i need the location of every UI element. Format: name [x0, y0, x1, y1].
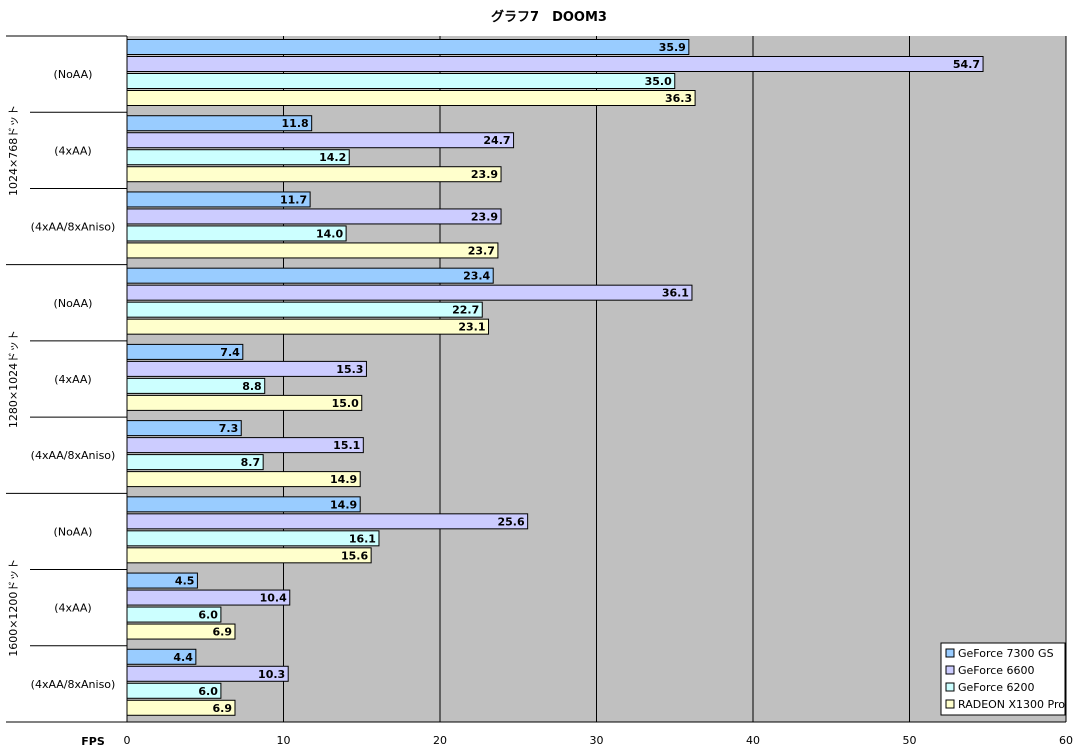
data-label: 10.4 — [260, 592, 287, 605]
legend-box — [940, 642, 1066, 716]
data-label: 6.9 — [212, 626, 232, 639]
data-label: 35.9 — [659, 41, 686, 54]
bar — [126, 242, 499, 259]
bar — [126, 437, 364, 454]
data-label: 14.0 — [316, 227, 343, 240]
data-label: 23.9 — [471, 168, 498, 181]
bar — [126, 318, 490, 335]
bar — [126, 394, 363, 411]
legend-entry: GeForce 7300 GS — [958, 647, 1054, 660]
data-label: 8.7 — [241, 456, 261, 469]
data-label: 24.7 — [483, 134, 510, 147]
data-label: 23.4 — [463, 270, 490, 283]
bar — [126, 496, 361, 513]
bar — [126, 39, 690, 55]
category-label: (4xAA) — [54, 373, 91, 386]
data-label: 15.6 — [341, 549, 368, 562]
data-label: 8.8 — [242, 380, 262, 393]
bar — [126, 208, 502, 225]
category-label: (4xAA) — [54, 144, 91, 157]
bar — [126, 166, 502, 183]
category-label: (NoAA) — [54, 525, 93, 538]
x-tick-label: 60 — [1059, 734, 1073, 747]
data-label: 14.2 — [319, 151, 346, 164]
x-tick-label: 50 — [903, 734, 917, 747]
data-label: 35.0 — [645, 75, 672, 88]
legend-entry: GeForce 6600 — [958, 664, 1035, 677]
data-label: 15.3 — [336, 363, 363, 376]
data-label: 15.1 — [333, 439, 360, 452]
category-label: (4xAA/8xAniso) — [31, 678, 116, 691]
bar — [126, 513, 529, 530]
data-label: 7.3 — [219, 422, 239, 435]
data-label: 23.1 — [458, 321, 485, 334]
data-label: 6.9 — [212, 702, 232, 715]
x-tick-label: 40 — [746, 734, 760, 747]
group-label: 1600×1200ドット — [7, 559, 20, 657]
data-label: 15.0 — [332, 397, 359, 410]
data-label: 25.6 — [497, 515, 524, 528]
category-labels: (NoAA) (4xAA) (4xAA/8xAniso) 1024×768ドット (No… — [7, 68, 115, 691]
data-label: 6.0 — [198, 685, 218, 698]
x-axis-label: FPS — [81, 735, 105, 748]
bar — [126, 149, 350, 166]
bar — [126, 267, 494, 284]
data-label: 36.3 — [665, 92, 692, 105]
legend-swatch — [945, 665, 955, 675]
data-label: 11.8 — [282, 117, 309, 130]
legend-swatch — [945, 648, 955, 658]
bar — [126, 547, 372, 564]
data-label: 14.9 — [330, 473, 357, 486]
data-label: 14.9 — [330, 498, 357, 511]
data-label: 54.7 — [953, 58, 980, 71]
legend: GeForce 7300 GS GeForce 6600 GeForce 6200 R… — [940, 642, 1066, 716]
data-label: 11.7 — [280, 193, 307, 206]
category-label: (NoAA) — [54, 68, 93, 81]
data-label: 23.7 — [468, 244, 495, 257]
x-tick-labels: 0 10 20 30 40 50 60 — [124, 734, 1074, 747]
data-label: 4.4 — [173, 651, 193, 664]
data-label: 16.1 — [349, 532, 376, 545]
bar — [126, 360, 367, 377]
bar — [126, 73, 676, 89]
group-label: 1024×768ドット — [7, 105, 20, 196]
x-tick-label: 20 — [433, 734, 447, 747]
axes — [6, 35, 1066, 723]
bar-series: 35.9 54.7 35.0 36.3 11.8 24.7 14.2 23.9 11.7 23.9… — [126, 39, 984, 716]
bar — [126, 284, 693, 301]
category-label: (NoAA) — [54, 297, 93, 310]
data-label: 4.5 — [175, 575, 195, 588]
category-label: (4xAA/8xAniso) — [31, 221, 116, 234]
bar — [126, 301, 483, 318]
data-label: 7.4 — [220, 346, 240, 359]
bar — [126, 132, 515, 149]
category-label: (4xAA) — [54, 602, 91, 615]
bar — [126, 90, 696, 106]
category-label: (4xAA/8xAniso) — [31, 449, 116, 462]
bar — [126, 225, 347, 242]
data-label: 22.7 — [452, 304, 479, 317]
data-label: 23.9 — [471, 210, 498, 223]
data-label: 36.1 — [662, 287, 689, 300]
legend-entry: RADEON X1300 Pro — [958, 698, 1065, 711]
legend-swatch — [945, 699, 955, 709]
x-tick-label: 30 — [590, 734, 604, 747]
bar — [126, 56, 984, 72]
x-tick-label: 0 — [124, 734, 131, 747]
chart-title: グラフ7 DOOM3 — [491, 9, 607, 25]
x-tick-label: 10 — [277, 734, 291, 747]
bar — [126, 530, 380, 547]
legend-entry: GeForce 6200 — [958, 681, 1035, 694]
data-label: 10.3 — [258, 668, 285, 681]
group-label: 1280×1024ドット — [7, 330, 20, 428]
data-label: 6.0 — [198, 609, 218, 622]
legend-swatch — [945, 682, 955, 692]
bar — [126, 471, 361, 488]
